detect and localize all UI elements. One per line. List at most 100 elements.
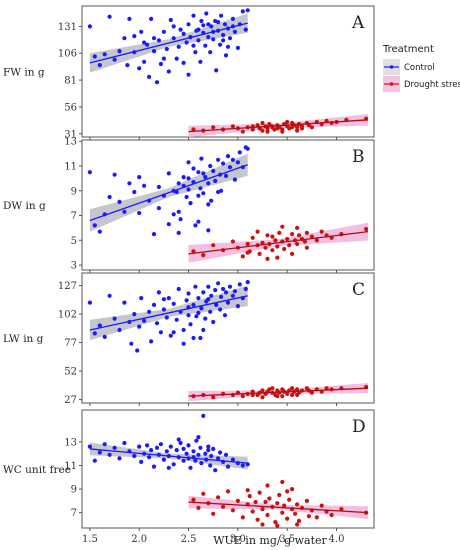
- data-point: [186, 160, 191, 165]
- x-tick-label: 3.5: [279, 534, 295, 545]
- data-point: [309, 125, 314, 130]
- legend-label-drought: Drought stress: [404, 80, 460, 90]
- data-point: [164, 315, 169, 320]
- data-point: [243, 286, 248, 292]
- data-point: [306, 514, 311, 519]
- data-point: [171, 212, 176, 217]
- data-point: [211, 168, 216, 174]
- panel-a: 31 56 81 106 131 FW in g A: [3, 5, 375, 140]
- data-point: [137, 324, 142, 329]
- y-tick-label: 56: [64, 102, 77, 113]
- data-point: [184, 194, 189, 200]
- data-point: [203, 43, 208, 48]
- y-tick-label: 11: [64, 461, 77, 472]
- data-point: [314, 238, 319, 243]
- data-point: [181, 458, 186, 463]
- y-tick-label: 77: [64, 338, 77, 349]
- data-point: [211, 37, 216, 42]
- data-point: [245, 488, 250, 493]
- data-point: [206, 444, 211, 449]
- data-point: [290, 487, 295, 492]
- y-tick-label: 131: [58, 22, 77, 33]
- data-point: [117, 49, 122, 54]
- data-point: [196, 38, 201, 43]
- data-point: [102, 442, 107, 447]
- data-point: [137, 66, 142, 71]
- fit-line-drought: [188, 501, 369, 514]
- data-point: [147, 455, 152, 460]
- data-point: [213, 468, 218, 473]
- data-point: [168, 17, 173, 23]
- data-point: [211, 511, 216, 516]
- y-tick-label: 7: [71, 211, 77, 222]
- panel-letter: C: [352, 280, 365, 300]
- data-point: [223, 53, 229, 58]
- data-point: [295, 392, 300, 398]
- legend-key-drought-point: [389, 82, 394, 86]
- data-point: [156, 38, 161, 43]
- data-point: [295, 225, 300, 230]
- data-point: [263, 499, 268, 505]
- data-point: [87, 24, 92, 29]
- data-point: [270, 234, 275, 239]
- data-point: [127, 181, 132, 186]
- data-point: [275, 501, 280, 506]
- data-point: [176, 181, 181, 186]
- data-point: [237, 282, 242, 287]
- data-point: [87, 170, 92, 175]
- data-point: [221, 32, 226, 38]
- data-point: [209, 453, 214, 459]
- data-point: [208, 309, 213, 314]
- data-point: [158, 61, 163, 67]
- data-point: [87, 300, 92, 305]
- data-point: [211, 125, 216, 130]
- data-point: [154, 80, 160, 85]
- data-point: [122, 209, 127, 214]
- data-point: [275, 126, 280, 131]
- data-point: [193, 223, 198, 228]
- data-point: [194, 438, 199, 443]
- data-point: [223, 452, 229, 457]
- data-point: [194, 314, 199, 319]
- data-point: [295, 387, 300, 392]
- data-point: [230, 508, 235, 513]
- data-point: [161, 56, 166, 61]
- data-point: [142, 40, 147, 45]
- data-point: [222, 22, 228, 27]
- data-point: [166, 465, 171, 470]
- data-point: [87, 444, 92, 449]
- data-point: [191, 335, 196, 341]
- data-point: [221, 504, 226, 509]
- data-point: [221, 161, 226, 166]
- data-point: [260, 395, 265, 400]
- data-point: [225, 44, 231, 49]
- data-point: [168, 444, 173, 449]
- data-point: [149, 16, 154, 21]
- y-tick-label: 7: [71, 508, 77, 519]
- data-point: [168, 333, 173, 338]
- data-point: [174, 317, 179, 322]
- y-tick-label: 31: [64, 129, 77, 140]
- data-point: [339, 507, 344, 512]
- data-point: [174, 56, 179, 61]
- data-point: [145, 42, 150, 47]
- data-point: [218, 307, 223, 312]
- y-tick-label: 106: [58, 49, 77, 60]
- data-point: [282, 503, 287, 508]
- data-point: [285, 516, 290, 521]
- data-point: [267, 122, 272, 127]
- data-point: [191, 497, 196, 502]
- data-point: [201, 327, 206, 333]
- data-point: [273, 520, 278, 525]
- data-point: [285, 119, 290, 125]
- data-point: [107, 14, 112, 19]
- x-tick-label: 1.5: [82, 534, 98, 545]
- data-point: [265, 483, 270, 488]
- data-point: [107, 293, 112, 298]
- data-point: [151, 464, 157, 469]
- data-point: [196, 310, 201, 315]
- data-point: [206, 228, 211, 233]
- points-drought: [191, 479, 369, 528]
- data-point: [295, 125, 300, 130]
- data-point: [230, 124, 235, 129]
